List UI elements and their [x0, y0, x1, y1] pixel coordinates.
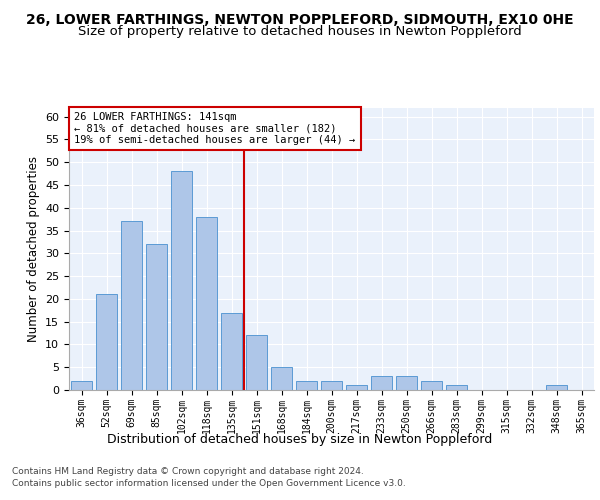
Bar: [346, 386, 367, 390]
Bar: [71, 381, 92, 390]
Text: Distribution of detached houses by size in Newton Poppleford: Distribution of detached houses by size …: [107, 432, 493, 446]
Bar: [271, 367, 292, 390]
Text: Size of property relative to detached houses in Newton Poppleford: Size of property relative to detached ho…: [78, 25, 522, 38]
Text: Contains public sector information licensed under the Open Government Licence v3: Contains public sector information licen…: [12, 479, 406, 488]
Bar: [371, 376, 392, 390]
Bar: [446, 386, 467, 390]
Bar: [396, 376, 417, 390]
Bar: [246, 336, 267, 390]
Text: 26, LOWER FARTHINGS, NEWTON POPPLEFORD, SIDMOUTH, EX10 0HE: 26, LOWER FARTHINGS, NEWTON POPPLEFORD, …: [26, 12, 574, 26]
Bar: [121, 222, 142, 390]
Bar: [96, 294, 117, 390]
Text: 26 LOWER FARTHINGS: 141sqm
← 81% of detached houses are smaller (182)
19% of sem: 26 LOWER FARTHINGS: 141sqm ← 81% of deta…: [74, 112, 355, 145]
Bar: [146, 244, 167, 390]
Bar: [421, 381, 442, 390]
Bar: [196, 217, 217, 390]
Y-axis label: Number of detached properties: Number of detached properties: [26, 156, 40, 342]
Bar: [171, 172, 192, 390]
Text: Contains HM Land Registry data © Crown copyright and database right 2024.: Contains HM Land Registry data © Crown c…: [12, 468, 364, 476]
Bar: [221, 312, 242, 390]
Bar: [296, 381, 317, 390]
Bar: [546, 386, 567, 390]
Bar: [321, 381, 342, 390]
